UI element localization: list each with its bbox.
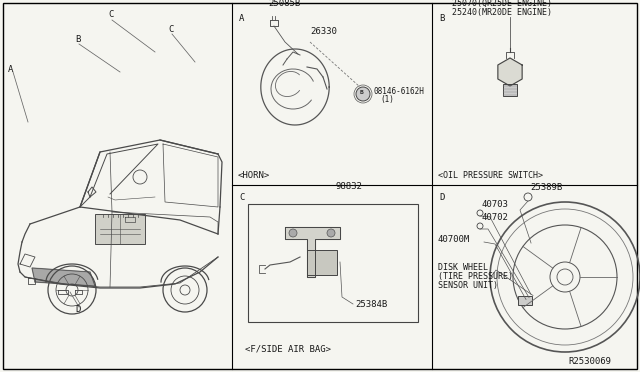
Bar	[503, 84, 517, 96]
Text: <OIL PRESSURE SWITCH>: <OIL PRESSURE SWITCH>	[438, 171, 543, 180]
Polygon shape	[285, 227, 340, 277]
Text: A: A	[239, 14, 244, 23]
Text: 08146-6162H: 08146-6162H	[373, 87, 424, 96]
Text: R2530069: R2530069	[568, 357, 611, 366]
Bar	[95, 214, 145, 244]
Text: D: D	[75, 305, 81, 314]
Text: (1): (1)	[380, 95, 394, 104]
Circle shape	[327, 229, 335, 237]
Text: 40702: 40702	[482, 213, 509, 222]
Polygon shape	[498, 58, 522, 86]
Text: A: A	[8, 65, 13, 74]
Bar	[518, 295, 532, 305]
Text: 26330: 26330	[310, 27, 337, 36]
Bar	[307, 250, 337, 275]
Text: SENSOR UNIT): SENSOR UNIT)	[438, 281, 498, 290]
Text: 25389B: 25389B	[530, 183, 563, 192]
Text: 40700M: 40700M	[438, 235, 470, 244]
Polygon shape	[32, 268, 95, 286]
Text: 25070(QR25DE ENGINE): 25070(QR25DE ENGINE)	[452, 0, 552, 8]
Text: <F/SIDE AIR BAG>: <F/SIDE AIR BAG>	[245, 345, 331, 354]
Text: DISK WHEEL: DISK WHEEL	[438, 263, 488, 272]
Text: 25240(MR20DE ENGINE): 25240(MR20DE ENGINE)	[452, 8, 552, 17]
Text: 40703: 40703	[482, 200, 509, 209]
Text: 25085B: 25085B	[268, 0, 300, 8]
Text: C: C	[108, 10, 113, 19]
Text: (TIRE PRESSURE): (TIRE PRESSURE)	[438, 272, 513, 281]
Text: 25384B: 25384B	[355, 300, 387, 309]
Text: 98832: 98832	[335, 182, 362, 191]
Text: <HORN>: <HORN>	[238, 171, 270, 180]
Text: B: B	[439, 14, 444, 23]
Text: B: B	[360, 90, 364, 96]
Circle shape	[356, 87, 370, 101]
Text: C: C	[168, 25, 173, 34]
Text: D: D	[439, 193, 444, 202]
Text: C: C	[239, 193, 244, 202]
Circle shape	[289, 229, 297, 237]
Text: B: B	[75, 35, 81, 44]
Bar	[248, 204, 418, 322]
